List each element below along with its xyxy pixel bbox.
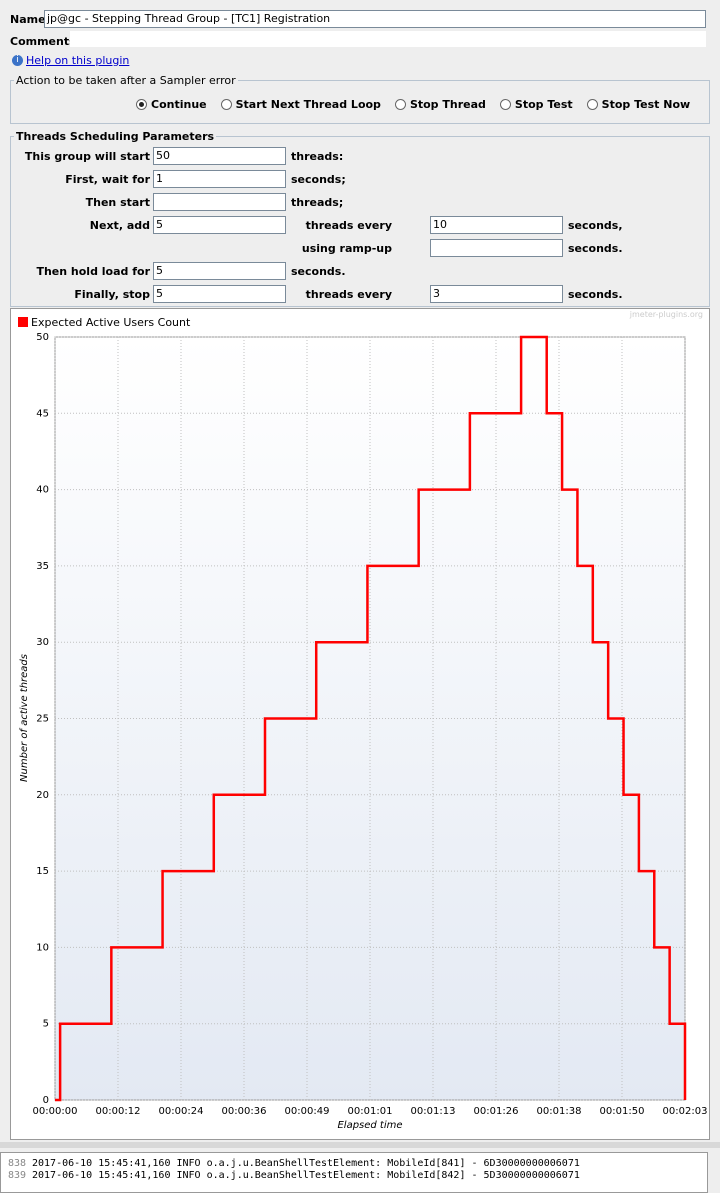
x-tick-label: 00:00:00 <box>33 1106 78 1117</box>
x-tick-label: 00:00:49 <box>285 1106 330 1117</box>
x-tick-label: 00:01:26 <box>474 1106 519 1117</box>
y-tick-label: 5 <box>43 1019 49 1030</box>
comments-input[interactable] <box>70 31 706 47</box>
log-panel <box>0 1152 708 1193</box>
series-line <box>55 335 687 1102</box>
field-unit: threads: <box>291 150 344 163</box>
field-unit: seconds. <box>568 288 623 301</box>
chart: jmeter-plugins.org Expected Active Users… <box>10 308 710 1140</box>
field-label: threads every <box>305 219 392 232</box>
line-number: 838 <box>8 1158 27 1169</box>
radio-option[interactable]: Stop Test Now <box>586 98 691 111</box>
name-label: Name: <box>10 13 50 26</box>
sampler-error-group <box>10 80 710 124</box>
info-icon: i <box>12 55 23 66</box>
radio-button[interactable] <box>394 99 406 110</box>
field-unit: seconds. <box>568 242 623 255</box>
field-unit: seconds; <box>291 173 346 186</box>
field-input[interactable]: 1 <box>153 170 286 188</box>
name-input[interactable]: jp@gc - Stepping Thread Group - [TC1] Re… <box>44 10 706 28</box>
field-label: Next, add <box>89 219 150 232</box>
x-tick-label: 00:00:12 <box>96 1106 141 1117</box>
y-tick-label: 20 <box>36 790 49 801</box>
radio-option[interactable]: Continue <box>136 98 207 111</box>
legend-swatch <box>18 317 28 327</box>
field-input[interactable]: 50 <box>153 147 286 165</box>
radio-button[interactable] <box>136 99 147 110</box>
y-tick-label: 10 <box>36 942 49 953</box>
field-label: using ramp-up <box>301 242 392 255</box>
line-number: 839 <box>8 1170 27 1181</box>
field-label: Finally, stop <box>74 288 150 301</box>
x-tick-label: 00:02:03 <box>663 1106 708 1117</box>
field-input[interactable]: 5 <box>153 216 286 234</box>
x-tick-label: 00:01:38 <box>537 1106 582 1117</box>
y-tick-label: 45 <box>36 408 49 419</box>
radio-button[interactable] <box>586 99 598 110</box>
y-tick-label: 15 <box>36 866 49 877</box>
field-input[interactable] <box>430 239 563 257</box>
x-tick-label: 00:00:36 <box>222 1106 267 1117</box>
field-label: This group will start <box>24 150 150 163</box>
y-tick-label: 0 <box>43 1095 49 1106</box>
radio-option[interactable]: Stop Test <box>499 98 573 111</box>
y-tick-label: 35 <box>36 561 49 572</box>
radio-label[interactable]: Continue <box>151 98 207 111</box>
radio-option[interactable]: Start Next Thread Loop <box>220 98 381 111</box>
radio-label[interactable]: Stop Thread <box>409 98 486 111</box>
field-input[interactable]: 3 <box>430 285 563 303</box>
radio-row: Continue Start Next Thread Loop Stop Threa… <box>136 98 690 111</box>
field-label: Then hold load for <box>36 265 150 278</box>
y-tick-label: 50 <box>36 332 49 343</box>
x-tick-label: 00:01:50 <box>600 1106 645 1117</box>
field-label: Then start <box>85 196 150 209</box>
divider <box>0 1142 720 1148</box>
watermark: jmeter-plugins.org <box>629 310 703 319</box>
scheduling-group <box>10 136 710 307</box>
radio-label[interactable]: Stop Test Now <box>601 98 691 111</box>
x-tick-label: 00:01:13 <box>411 1106 456 1117</box>
help-link[interactable]: Help on this plugin <box>26 54 130 67</box>
field-label: First, wait for <box>65 173 150 186</box>
x-tick-label: 00:01:01 <box>348 1106 393 1117</box>
log-line: 2017-06-10 15:45:41,160 INFO o.a.j.u.Bea… <box>32 1158 580 1169</box>
radio-dot <box>139 102 144 107</box>
radio-button[interactable] <box>220 99 232 110</box>
field-input[interactable]: 10 <box>430 216 563 234</box>
field-unit: threads; <box>291 196 344 209</box>
legend-label: Expected Active Users Count <box>31 316 191 329</box>
field-unit: seconds. <box>291 265 346 278</box>
x-tick-label: 00:00:24 <box>159 1106 204 1117</box>
comments-label: Comments: <box>10 35 81 48</box>
field-label: threads every <box>305 288 392 301</box>
group-title: Threads Scheduling Parameters <box>14 130 217 143</box>
log-line: 2017-06-10 15:45:41,160 INFO o.a.j.u.Bea… <box>32 1170 580 1181</box>
radio-option[interactable]: Stop Thread <box>394 98 486 111</box>
y-axis-label: Number of active threads <box>19 654 30 782</box>
radio-button[interactable] <box>499 99 511 110</box>
field-input[interactable]: 5 <box>153 285 286 303</box>
field-input[interactable]: 5 <box>153 262 286 280</box>
field-unit: seconds, <box>568 219 623 232</box>
y-tick-label: 25 <box>36 714 49 725</box>
radio-label[interactable]: Start Next Thread Loop <box>235 98 381 111</box>
y-tick-label: 30 <box>36 637 49 648</box>
x-axis-label: Elapsed time <box>337 1120 402 1131</box>
radio-label[interactable]: Stop Test <box>514 98 573 111</box>
group-title: Action to be taken after a Sampler error <box>14 74 238 87</box>
y-tick-label: 40 <box>36 485 49 496</box>
field-input[interactable] <box>153 193 286 211</box>
